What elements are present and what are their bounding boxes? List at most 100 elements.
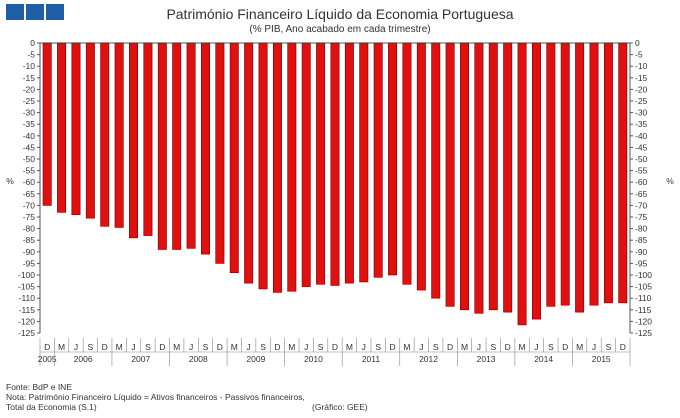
x-tick-label: D [447,342,453,352]
x-tick-label: S [606,342,612,352]
x-tick-label: J [74,342,78,352]
y-tick-label-right: -80 [635,224,648,234]
y-tick-label-left: -115 [19,305,36,315]
bar [71,42,81,215]
bar [258,42,268,290]
y-tick-label-left: -120 [18,316,35,326]
y-tick-label-right: -95 [635,258,648,268]
x-tick-label: S [318,342,324,352]
x-tick-label: J [477,342,481,352]
bar [618,42,628,304]
bar [229,42,239,273]
x-tick-label: J [131,342,135,352]
y-tick-label-left: -60 [23,177,36,187]
x-tick-label: D [389,342,395,352]
y-tick-label-left: -80 [23,224,36,234]
y-tick-label-right: -15 [635,73,648,83]
chart-subtitle: (% PIB, Ano acabado em cada trimestre) [249,24,431,35]
bar [57,42,67,213]
x-tick-label: S [88,342,94,352]
y-tick-label-right: -70 [635,200,648,210]
x-tick-label: D [44,342,50,352]
chart-title: Património Financeiro Líquido da Economi… [166,6,514,22]
x-tick-label: S [433,342,439,352]
x-tick-label: J [534,342,538,352]
y-tick-label-right: -100 [635,270,652,280]
logo-block [6,4,24,20]
bar [560,42,570,306]
y-tick-label-right: -115 [635,305,652,315]
bar [359,42,369,283]
y-tick-label-right: -10 [635,61,648,71]
bar [100,42,110,227]
year-label: 2006 [74,354,93,364]
definition-note-2: Total da Economia (S.1) [6,402,97,412]
bar [186,42,196,249]
bar [157,42,167,250]
y-tick-label-left: 0 [30,38,35,48]
x-tick-label: M [346,342,353,352]
bar [603,42,613,304]
bar [201,42,210,255]
bar [215,42,225,264]
x-tick-label: M [116,342,123,352]
y-tick-label-right: -20 [635,84,648,94]
x-tick-label: J [247,342,251,352]
bar [503,42,513,313]
bar [388,42,398,276]
y-tick-label-left: -40 [23,131,36,141]
bar [402,42,412,285]
y-tick-label-left: -10 [23,61,36,71]
bar [517,42,527,326]
x-tick-label: M [576,342,583,352]
x-tick-label: J [304,342,308,352]
y-tick-label-right: 0 [635,38,640,48]
logo-block [46,4,64,20]
x-tick-label: M [288,342,295,352]
x-tick-label: J [189,342,193,352]
y-tick-label-right: -85 [635,235,648,245]
y-tick-label-left: -5 [27,50,35,60]
brand-logo [6,4,64,20]
y-tick-label-right: -110 [635,293,652,303]
y-tick-label-right: -50 [635,154,648,164]
y-tick-label-left: -90 [23,247,36,257]
bar [344,42,354,284]
bar [287,42,297,292]
x-tick-label: D [505,342,511,352]
y-tick-label-left: -55 [23,166,36,176]
y-tick-label-left: -75 [23,212,36,222]
bar [431,42,441,299]
y-tick-label-right: -40 [635,131,648,141]
y-axis-label-right: % [666,176,674,186]
y-tick-label-left: -65 [23,189,36,199]
x-tick-label: D [562,342,568,352]
bar [575,42,585,313]
x-tick-label: M [461,342,468,352]
x-tick-label: J [419,342,423,352]
x-tick-label: D [620,342,626,352]
year-label: 2008 [189,354,208,364]
y-tick-label-left: -35 [23,119,36,129]
x-tick-label: M [173,342,180,352]
bar [416,42,426,291]
x-tick-label: M [231,342,238,352]
x-tick-label: S [548,342,554,352]
x-tick-label: S [375,342,381,352]
y-tick-label-right: -30 [635,108,648,118]
bar [301,42,311,287]
x-tick-label: D [159,342,165,352]
graph-credit: (Gráfico: GEE) [312,402,368,412]
bar [474,42,484,314]
y-tick-label-left: -95 [23,258,36,268]
bar [330,42,340,286]
y-tick-label-left: -70 [23,200,36,210]
year-label: 2011 [362,354,381,364]
x-tick-label: S [203,342,209,352]
bar [272,42,282,293]
y-tick-label-left: -125 [18,328,35,338]
source-note: Fonte: BdP e INE [6,382,72,392]
y-tick-label-left: -100 [18,270,35,280]
bar [114,42,124,228]
y-tick-label-left: -25 [23,96,36,106]
